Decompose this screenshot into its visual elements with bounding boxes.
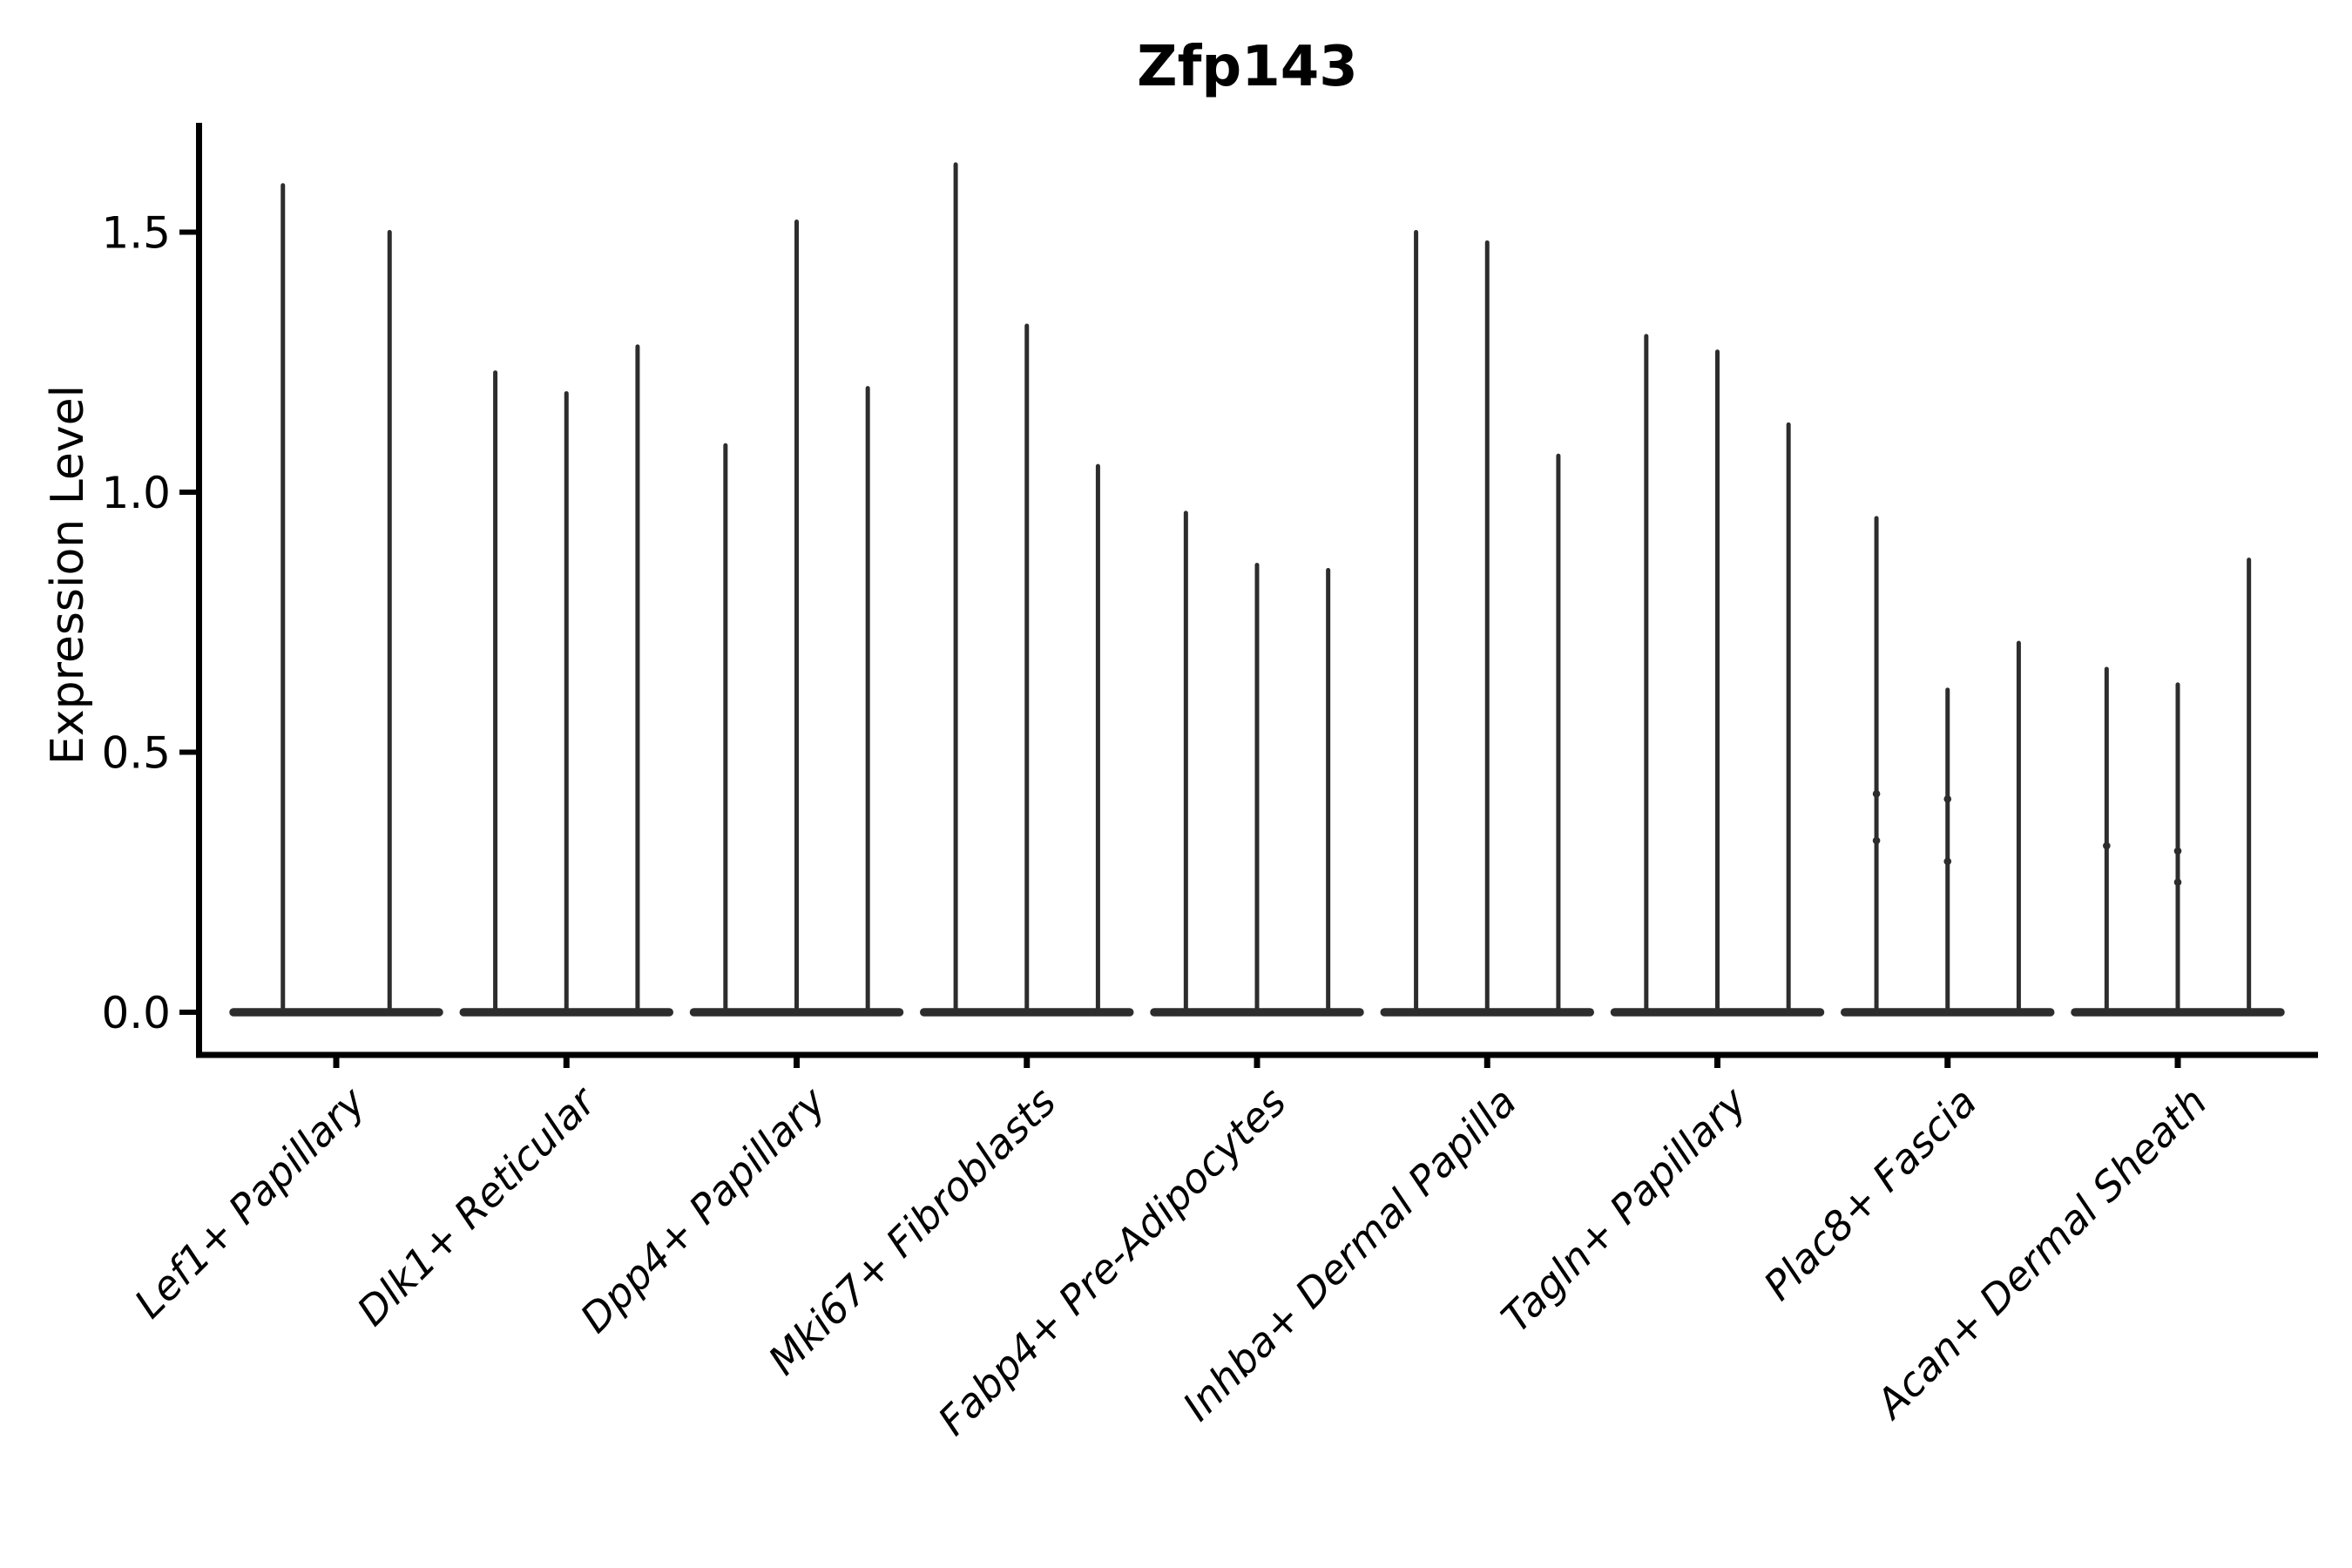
expression-point — [1943, 794, 1952, 803]
violin-group — [920, 162, 1134, 1017]
expression-point — [1872, 789, 1881, 798]
violin-group — [1380, 230, 1594, 1017]
expression-point — [1872, 836, 1881, 845]
chart-title: Zfp143 — [1137, 35, 1358, 99]
expression-point — [2103, 841, 2111, 850]
violin-group — [229, 183, 443, 1017]
violin-group — [2071, 558, 2285, 1017]
axes — [179, 123, 2318, 1068]
expression-point — [2173, 878, 2182, 887]
y-tick-label: 1.0 — [101, 468, 171, 518]
y-tick-label: 0.5 — [101, 728, 171, 779]
violin-group — [1610, 334, 1825, 1017]
expression-point — [2173, 847, 2182, 855]
y-tick-label: 0.0 — [101, 988, 171, 1038]
violin-group — [1150, 510, 1364, 1017]
y-tick-label: 1.5 — [101, 208, 171, 259]
violin-group — [689, 220, 904, 1017]
violins — [229, 162, 2285, 1017]
y-axis-label: Expression Level — [42, 385, 94, 765]
violin-group — [459, 344, 673, 1017]
violin-group — [1841, 516, 2055, 1017]
expression-point — [1943, 857, 1952, 866]
